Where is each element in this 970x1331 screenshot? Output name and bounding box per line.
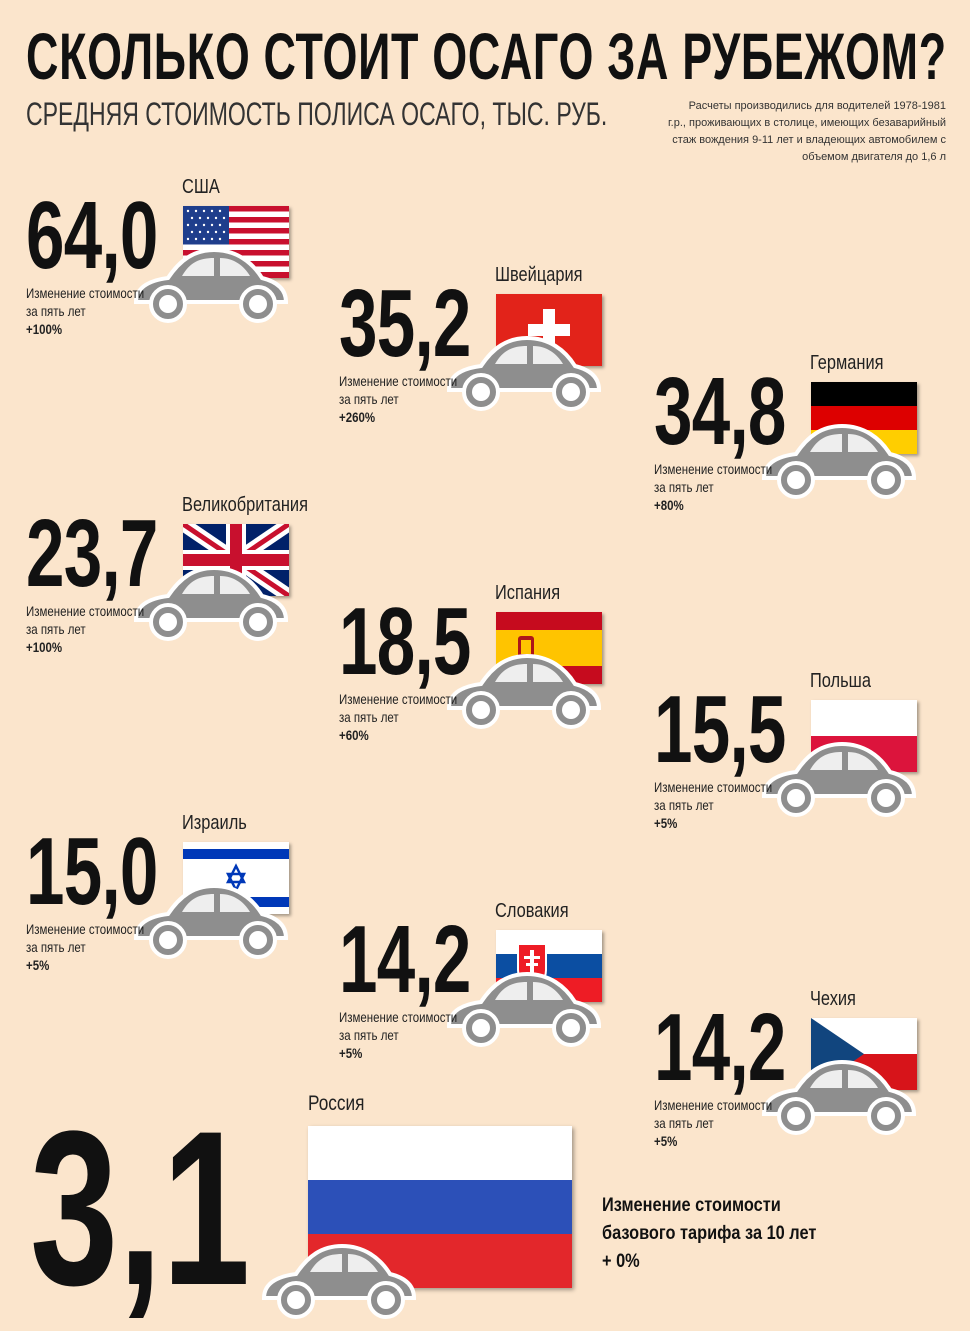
change-text: Изменение стоимости <box>26 921 145 937</box>
car-icon <box>758 1052 918 1136</box>
cost-value: 34,8 <box>654 358 786 465</box>
change-text: за пять лет <box>654 1115 714 1131</box>
change-label: Изменение стоимости за пять лет +80% <box>654 460 772 514</box>
change-label: Изменение стоимости за пять лет +260% <box>339 372 457 426</box>
page-subtitle: СРЕДНЯЯ СТОИМОСТЬ ПОЛИСА ОСАГО, ТЫС. РУБ… <box>26 96 608 132</box>
russia-flag <box>308 1126 572 1288</box>
car-icon <box>443 964 603 1048</box>
country-name: Германия <box>810 352 884 374</box>
car-icon <box>758 734 918 818</box>
change-percent: +5% <box>339 1045 363 1061</box>
change-text: Изменение стоимости <box>26 285 145 301</box>
change-text: Изменение стоимости <box>339 1009 458 1025</box>
change-text: за пять лет <box>339 391 399 407</box>
change-percent: +60% <box>339 727 369 743</box>
change-percent: +100% <box>26 321 63 337</box>
country-card-israel: 15,0 Израиль Изменение стоимости за пять… <box>26 812 316 994</box>
car-icon <box>758 416 918 500</box>
change-percent: + 0% <box>602 1251 640 1272</box>
change-label: Изменение стоимости за пять лет +5% <box>339 1008 457 1062</box>
change-label: Изменение стоимости за пять лет +5% <box>654 1096 772 1150</box>
change-text: за пять лет <box>339 1027 399 1043</box>
cost-value: 64,0 <box>26 182 158 289</box>
change-text: Изменение стоимости <box>654 461 773 477</box>
note-line: Расчеты производились для водителей 1978… <box>688 100 946 112</box>
country-card-czech: 14,2 Чехия Изменение стоимости за пять л… <box>654 988 944 1170</box>
change-percent: +5% <box>26 957 50 973</box>
country-name: Испания <box>495 582 561 604</box>
change-text: Изменение стоимости <box>26 603 145 619</box>
russia-cost-value: 3,1 <box>30 1085 251 1331</box>
note-line: объемом двигателя до 1,6 л <box>802 151 946 163</box>
change-percent: +5% <box>654 815 678 831</box>
change-text: Изменение стоимости <box>654 779 773 795</box>
change-label: Изменение стоимости за пять лет +100% <box>26 284 144 338</box>
change-text: за пять лет <box>654 479 714 495</box>
country-name: Словакия <box>495 900 569 922</box>
car-icon <box>130 876 290 960</box>
change-label: Изменение стоимости за пять лет +60% <box>339 690 457 744</box>
change-label: Изменение стоимости за пять лет +5% <box>26 920 144 974</box>
country-name: Израиль <box>182 812 247 834</box>
country-card-uk: 23,7 Великобритания Изменение стоимости … <box>26 494 316 676</box>
note-line: г.р., проживающих в столице, имеющих без… <box>668 117 946 129</box>
country-card-poland: 15,5 Польша Изменение стоимости за пять … <box>654 670 944 852</box>
cost-value: 15,0 <box>26 818 158 925</box>
russia-country-name: Россия <box>308 1092 365 1115</box>
change-percent: +80% <box>654 497 684 513</box>
russia-change-label: Изменение стоимости базового тарифа за 1… <box>602 1192 816 1276</box>
cost-value: 14,2 <box>654 994 786 1101</box>
change-text: Изменение стоимости <box>654 1097 773 1113</box>
change-text: за пять лет <box>26 303 86 319</box>
change-text: Изменение стоимости <box>339 691 458 707</box>
car-icon <box>443 646 603 730</box>
change-text: за пять лет <box>654 797 714 813</box>
cost-value: 23,7 <box>26 500 158 607</box>
cost-value: 14,2 <box>339 906 471 1013</box>
change-percent: +100% <box>26 639 63 655</box>
country-name: Польша <box>810 670 871 692</box>
cost-value: 18,5 <box>339 588 471 695</box>
country-name: США <box>182 176 220 198</box>
car-icon <box>258 1236 418 1320</box>
country-card-spain: 18,5 Испания Изменение стоимости за пять… <box>339 582 629 764</box>
change-text: базового тарифа за 10 лет <box>602 1223 817 1244</box>
car-icon <box>130 558 290 642</box>
country-card-slovakia: 14,2 Словакия Изменение стоимости за пят… <box>339 900 629 1082</box>
change-text: Изменение стоимости <box>339 373 458 389</box>
country-card-usa: 64,0 США <box>26 176 316 358</box>
cost-value: 35,2 <box>339 270 471 377</box>
country-name: Швейцария <box>495 264 583 286</box>
country-card-switzerland: 35,2 Швейцария Изменение стоимости за пя… <box>339 264 629 446</box>
change-percent: +5% <box>654 1133 678 1149</box>
note-line: стаж вождения 9-11 лет и владеющих автом… <box>672 134 946 146</box>
country-name: Чехия <box>810 988 856 1010</box>
change-text: за пять лет <box>339 709 399 725</box>
cost-value: 15,5 <box>654 676 786 783</box>
change-text: Изменение стоимости <box>602 1195 781 1216</box>
change-percent: +260% <box>339 409 376 425</box>
car-icon <box>443 328 603 412</box>
page-title: СКОЛЬКО СТОИТ ОСАГО ЗА РУБЕЖОМ? <box>26 19 947 93</box>
country-name: Великобритания <box>182 494 308 516</box>
car-icon <box>130 240 290 324</box>
change-label: Изменение стоимости за пять лет +100% <box>26 602 144 656</box>
country-card-germany: 34,8 Германия Изменение стоимости за пят… <box>654 352 944 534</box>
methodology-note: Расчеты производились для водителей 1978… <box>586 98 946 166</box>
change-text: за пять лет <box>26 939 86 955</box>
change-text: за пять лет <box>26 621 86 637</box>
change-label: Изменение стоимости за пять лет +5% <box>654 778 772 832</box>
